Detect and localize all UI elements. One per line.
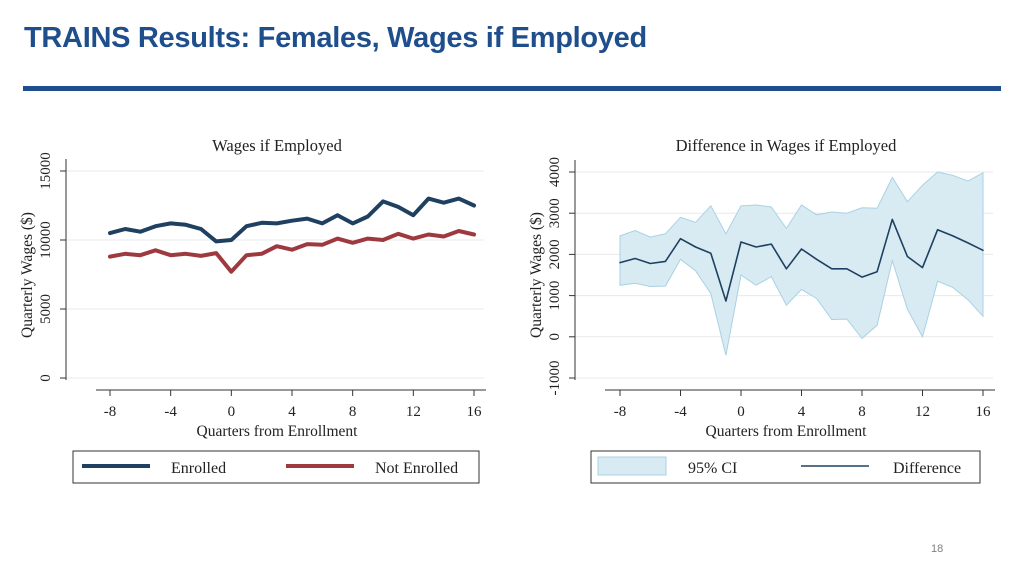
- y-tick-label: 0: [547, 333, 563, 341]
- x-tick-label: -4: [674, 404, 687, 420]
- y-tick-label: 2000: [547, 239, 563, 269]
- wages-chart-series: [108, 196, 476, 274]
- legend-ci-swatch: [597, 456, 667, 476]
- y-tick-label: 10000: [38, 221, 54, 259]
- legend-not-enrolled-label: Not Enrolled: [375, 460, 458, 477]
- wages-chart-grid: [66, 170, 484, 379]
- y-tick-label: 3000: [547, 198, 563, 228]
- x-tick-label: -8: [614, 404, 627, 420]
- x-tick-label: -8: [104, 404, 117, 420]
- wages-chart: Wages if Employed Quarters from Enrollme…: [19, 136, 486, 440]
- title-rule: [23, 86, 1001, 91]
- x-tick-label: 4: [288, 404, 296, 420]
- difference-chart-ci: [619, 171, 984, 356]
- wages-chart-axes: [65, 159, 486, 391]
- series-line-difference: [619, 218, 984, 302]
- slide-title: TRAINS Results: Females, Wages if Employ…: [24, 22, 647, 54]
- y-tick-label: 1000: [547, 281, 563, 311]
- y-tick-label: -1000: [547, 361, 563, 396]
- ci-band: [619, 171, 984, 356]
- y-tick-label: 15000: [38, 152, 54, 190]
- y-tick-label: 5000: [38, 294, 54, 324]
- x-tick-label: 0: [737, 404, 745, 420]
- x-tick-label: 16: [976, 404, 992, 420]
- wages-chart-ylabel: Quarterly Wages ($): [19, 212, 36, 338]
- difference-chart-axes: [574, 160, 995, 391]
- x-tick-label: 12: [406, 404, 421, 420]
- x-tick-label: 8: [349, 404, 357, 420]
- x-tick-label: 16: [467, 404, 483, 420]
- y-tick-label: 4000: [547, 157, 563, 187]
- difference-chart: Difference in Wages if Employed Quarters…: [528, 136, 995, 440]
- page-number: 18: [931, 543, 944, 555]
- difference-chart-series: [619, 218, 984, 302]
- legend-ci-label: 95% CI: [688, 460, 737, 477]
- wages-chart-title: Wages if Employed: [212, 136, 342, 155]
- x-tick-label: -4: [164, 404, 177, 420]
- legend-enrolled-label: Enrolled: [171, 460, 226, 477]
- wages-chart-ticks: 0 5000 10000 15000 -8 -4 0 4 8 12 16: [38, 152, 482, 420]
- legend-difference-label: Difference: [893, 460, 961, 477]
- difference-chart-xlabel: Quarters from Enrollment: [706, 423, 868, 440]
- difference-chart-ylabel: Quarterly Wages ($): [528, 212, 545, 338]
- difference-chart-legend: 95% CI Difference: [590, 450, 981, 484]
- wages-chart-xlabel: Quarters from Enrollment: [197, 423, 359, 440]
- difference-chart-ticks: -1000 0 1000 2000 3000 4000 -8 -4 0 4 8 12 16: [547, 157, 991, 420]
- x-tick-label: 12: [915, 404, 930, 420]
- x-tick-label: 0: [228, 404, 236, 420]
- wages-chart-legend: Enrolled Not Enrolled: [72, 450, 480, 484]
- y-tick-label: 0: [38, 374, 54, 382]
- x-tick-label: 8: [858, 404, 866, 420]
- difference-chart-title: Difference in Wages if Employed: [676, 136, 897, 155]
- x-tick-label: 4: [798, 404, 806, 420]
- series-line-not-enrolled: [108, 229, 476, 274]
- series-line-enrolled: [108, 196, 476, 244]
